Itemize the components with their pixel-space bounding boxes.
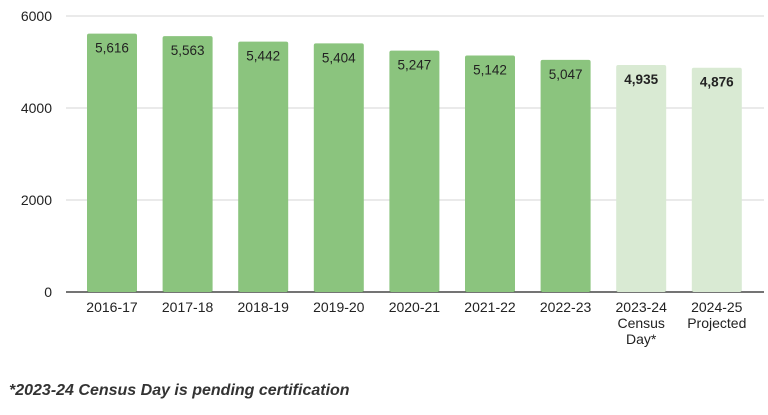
x-tick-line: 2016-17 (86, 299, 138, 315)
x-tick-line: 2023-24 (616, 299, 668, 315)
data-label: 5,442 (246, 49, 280, 64)
x-tick-label: 2020-21 (389, 299, 441, 315)
y-tick-label: 0 (44, 284, 52, 300)
x-tick-line: Census (617, 315, 664, 331)
y-tick-label: 6000 (21, 8, 52, 24)
x-tick-label: 2021-22 (464, 299, 516, 315)
x-tick-line: Projected (687, 315, 746, 331)
bar-2024-25 (691, 67, 742, 292)
x-tick-label: 2017-18 (162, 299, 214, 315)
x-tick-label: 2023-24 Census Day* (616, 299, 668, 347)
bar-2018-19 (238, 41, 289, 292)
x-tick-line: 2017-18 (162, 299, 214, 315)
x-tick-line: 2022-23 (540, 299, 592, 315)
x-tick-line: 2018-19 (238, 299, 290, 315)
x-tick-line: 2020-21 (389, 299, 441, 315)
data-label: 4,935 (624, 72, 658, 87)
x-tick-line: 2019-20 (313, 299, 365, 315)
bar-2021-22 (465, 55, 515, 292)
x-tick-line: 2021-22 (464, 299, 516, 315)
x-tick-line: 2024-25 (691, 299, 743, 315)
data-label: 5,047 (549, 67, 583, 82)
bars: 5,616 5,563 5,442 5,404 5,247 5,142 5,047 4,935… (87, 33, 742, 293)
data-label: 5,563 (171, 43, 205, 58)
y-tick-label: 2000 (21, 192, 52, 208)
bar-2023-24 (616, 64, 667, 293)
bar-2019-20 (313, 43, 364, 292)
x-axis: 2016-17 2017-18 2018-19 2019-20 2020-21 2021-… (86, 299, 746, 347)
data-label: 5,142 (473, 62, 507, 77)
footnote: *2023-24 Census Day is pending certifica… (9, 382, 350, 399)
bar-2022-23 (540, 59, 591, 293)
y-axis: 0 2000 4000 6000 (21, 8, 52, 300)
data-label: 5,616 (95, 41, 129, 56)
bar-2017-18 (162, 36, 213, 292)
y-tick-label: 4000 (21, 100, 52, 116)
bar-2016-17 (87, 33, 137, 292)
x-tick-label: 2019-20 (313, 299, 365, 315)
data-label: 5,247 (398, 58, 432, 73)
bar-2020-21 (389, 50, 440, 292)
x-tick-label: 2018-19 (238, 299, 290, 315)
data-label: 4,876 (700, 75, 734, 90)
x-tick-line: Day* (626, 331, 657, 347)
x-tick-label: 2016-17 (86, 299, 138, 315)
x-tick-label: 2024-25 Projected (687, 299, 746, 331)
x-tick-label: 2022-23 (540, 299, 592, 315)
data-label: 5,404 (322, 50, 356, 65)
